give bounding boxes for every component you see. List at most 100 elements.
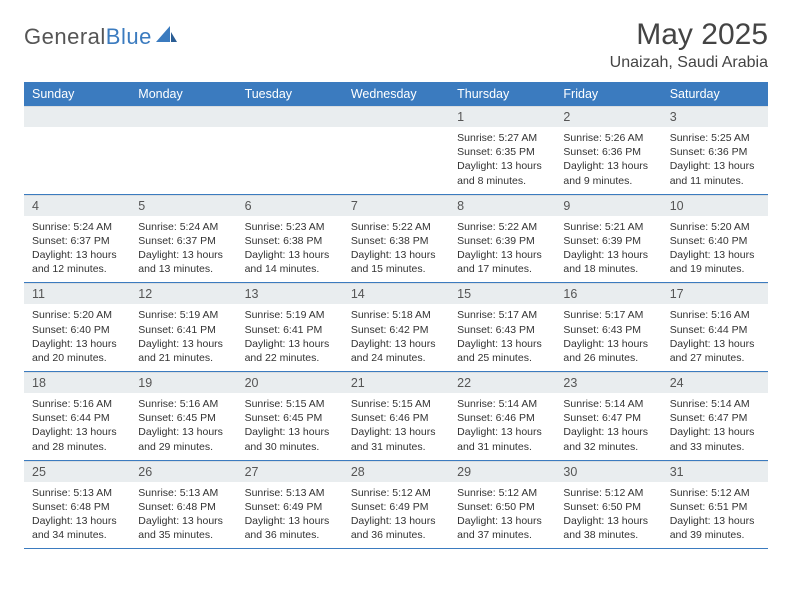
calendar-cell: 11Sunrise: 5:20 AMSunset: 6:40 PMDayligh… bbox=[24, 283, 130, 371]
weekday-thursday: Thursday bbox=[449, 82, 555, 106]
calendar-cell: 7Sunrise: 5:22 AMSunset: 6:38 PMDaylight… bbox=[343, 195, 449, 283]
daylight-text: Daylight: 13 hours and 39 minutes. bbox=[670, 514, 760, 542]
day-details: Sunrise: 5:13 AMSunset: 6:48 PMDaylight:… bbox=[24, 482, 130, 549]
logo-sail-icon bbox=[156, 26, 178, 44]
title-block: May 2025 Unaizah, Saudi Arabia bbox=[610, 18, 768, 72]
sunrise-text: Sunrise: 5:16 AM bbox=[32, 397, 122, 411]
daylight-text: Daylight: 13 hours and 24 minutes. bbox=[351, 337, 441, 365]
daylight-text: Daylight: 13 hours and 19 minutes. bbox=[670, 248, 760, 276]
weekday-monday: Monday bbox=[130, 82, 236, 106]
sunrise-text: Sunrise: 5:22 AM bbox=[457, 220, 547, 234]
day-number bbox=[343, 106, 449, 127]
daylight-text: Daylight: 13 hours and 18 minutes. bbox=[563, 248, 653, 276]
daylight-text: Daylight: 13 hours and 15 minutes. bbox=[351, 248, 441, 276]
day-number: 19 bbox=[130, 372, 236, 393]
sunrise-text: Sunrise: 5:15 AM bbox=[351, 397, 441, 411]
sunrise-text: Sunrise: 5:20 AM bbox=[670, 220, 760, 234]
day-number bbox=[237, 106, 343, 127]
weekday-wednesday: Wednesday bbox=[343, 82, 449, 106]
sunset-text: Sunset: 6:37 PM bbox=[32, 234, 122, 248]
daylight-text: Daylight: 13 hours and 35 minutes. bbox=[138, 514, 228, 542]
daylight-text: Daylight: 13 hours and 26 minutes. bbox=[563, 337, 653, 365]
daylight-text: Daylight: 13 hours and 13 minutes. bbox=[138, 248, 228, 276]
calendar-cell: 13Sunrise: 5:19 AMSunset: 6:41 PMDayligh… bbox=[237, 283, 343, 371]
sunrise-text: Sunrise: 5:18 AM bbox=[351, 308, 441, 322]
day-details: Sunrise: 5:16 AMSunset: 6:45 PMDaylight:… bbox=[130, 393, 236, 460]
day-details bbox=[130, 127, 236, 185]
day-details: Sunrise: 5:15 AMSunset: 6:45 PMDaylight:… bbox=[237, 393, 343, 460]
sunset-text: Sunset: 6:43 PM bbox=[457, 323, 547, 337]
day-details: Sunrise: 5:12 AMSunset: 6:49 PMDaylight:… bbox=[343, 482, 449, 549]
sunset-text: Sunset: 6:45 PM bbox=[138, 411, 228, 425]
day-number: 10 bbox=[662, 195, 768, 216]
calendar-body: 1Sunrise: 5:27 AMSunset: 6:35 PMDaylight… bbox=[24, 106, 768, 549]
calendar-row: 1Sunrise: 5:27 AMSunset: 6:35 PMDaylight… bbox=[24, 106, 768, 195]
day-number: 15 bbox=[449, 283, 555, 304]
calendar-cell: 15Sunrise: 5:17 AMSunset: 6:43 PMDayligh… bbox=[449, 283, 555, 371]
day-number: 13 bbox=[237, 283, 343, 304]
sunset-text: Sunset: 6:50 PM bbox=[563, 500, 653, 514]
logo-word2: Blue bbox=[106, 24, 152, 49]
day-number: 8 bbox=[449, 195, 555, 216]
sunrise-text: Sunrise: 5:24 AM bbox=[138, 220, 228, 234]
daylight-text: Daylight: 13 hours and 30 minutes. bbox=[245, 425, 335, 453]
daylight-text: Daylight: 13 hours and 27 minutes. bbox=[670, 337, 760, 365]
sunset-text: Sunset: 6:44 PM bbox=[670, 323, 760, 337]
logo-text: GeneralBlue bbox=[24, 24, 152, 50]
day-number: 29 bbox=[449, 461, 555, 482]
daylight-text: Daylight: 13 hours and 36 minutes. bbox=[351, 514, 441, 542]
calendar-cell: 19Sunrise: 5:16 AMSunset: 6:45 PMDayligh… bbox=[130, 372, 236, 460]
sunrise-text: Sunrise: 5:14 AM bbox=[670, 397, 760, 411]
sunset-text: Sunset: 6:42 PM bbox=[351, 323, 441, 337]
sunset-text: Sunset: 6:48 PM bbox=[32, 500, 122, 514]
day-details: Sunrise: 5:19 AMSunset: 6:41 PMDaylight:… bbox=[130, 304, 236, 371]
day-details: Sunrise: 5:17 AMSunset: 6:43 PMDaylight:… bbox=[449, 304, 555, 371]
calendar-cell: 6Sunrise: 5:23 AMSunset: 6:38 PMDaylight… bbox=[237, 195, 343, 283]
page-subtitle: Unaizah, Saudi Arabia bbox=[610, 54, 768, 72]
weekday-saturday: Saturday bbox=[662, 82, 768, 106]
day-number: 23 bbox=[555, 372, 661, 393]
day-details: Sunrise: 5:15 AMSunset: 6:46 PMDaylight:… bbox=[343, 393, 449, 460]
calendar-cell: 25Sunrise: 5:13 AMSunset: 6:48 PMDayligh… bbox=[24, 461, 130, 549]
calendar-cell-empty bbox=[343, 106, 449, 194]
sunset-text: Sunset: 6:40 PM bbox=[670, 234, 760, 248]
day-details: Sunrise: 5:24 AMSunset: 6:37 PMDaylight:… bbox=[24, 216, 130, 283]
day-number: 3 bbox=[662, 106, 768, 127]
sunrise-text: Sunrise: 5:26 AM bbox=[563, 131, 653, 145]
calendar: Sunday Monday Tuesday Wednesday Thursday… bbox=[24, 82, 768, 549]
calendar-cell: 17Sunrise: 5:16 AMSunset: 6:44 PMDayligh… bbox=[662, 283, 768, 371]
calendar-cell: 18Sunrise: 5:16 AMSunset: 6:44 PMDayligh… bbox=[24, 372, 130, 460]
weekday-friday: Friday bbox=[555, 82, 661, 106]
sunset-text: Sunset: 6:51 PM bbox=[670, 500, 760, 514]
calendar-cell: 30Sunrise: 5:12 AMSunset: 6:50 PMDayligh… bbox=[555, 461, 661, 549]
sunrise-text: Sunrise: 5:22 AM bbox=[351, 220, 441, 234]
day-number: 9 bbox=[555, 195, 661, 216]
day-details: Sunrise: 5:12 AMSunset: 6:50 PMDaylight:… bbox=[449, 482, 555, 549]
sunset-text: Sunset: 6:37 PM bbox=[138, 234, 228, 248]
calendar-row: 11Sunrise: 5:20 AMSunset: 6:40 PMDayligh… bbox=[24, 283, 768, 372]
sunrise-text: Sunrise: 5:13 AM bbox=[138, 486, 228, 500]
sunrise-text: Sunrise: 5:25 AM bbox=[670, 131, 760, 145]
calendar-cell: 22Sunrise: 5:14 AMSunset: 6:46 PMDayligh… bbox=[449, 372, 555, 460]
day-number: 27 bbox=[237, 461, 343, 482]
sunrise-text: Sunrise: 5:15 AM bbox=[245, 397, 335, 411]
page-title: May 2025 bbox=[610, 18, 768, 52]
sunset-text: Sunset: 6:39 PM bbox=[457, 234, 547, 248]
sunrise-text: Sunrise: 5:12 AM bbox=[670, 486, 760, 500]
day-details: Sunrise: 5:13 AMSunset: 6:49 PMDaylight:… bbox=[237, 482, 343, 549]
daylight-text: Daylight: 13 hours and 33 minutes. bbox=[670, 425, 760, 453]
calendar-cell: 3Sunrise: 5:25 AMSunset: 6:36 PMDaylight… bbox=[662, 106, 768, 194]
day-details: Sunrise: 5:23 AMSunset: 6:38 PMDaylight:… bbox=[237, 216, 343, 283]
calendar-row: 25Sunrise: 5:13 AMSunset: 6:48 PMDayligh… bbox=[24, 461, 768, 550]
daylight-text: Daylight: 13 hours and 17 minutes. bbox=[457, 248, 547, 276]
calendar-cell: 27Sunrise: 5:13 AMSunset: 6:49 PMDayligh… bbox=[237, 461, 343, 549]
calendar-cell: 29Sunrise: 5:12 AMSunset: 6:50 PMDayligh… bbox=[449, 461, 555, 549]
day-number: 30 bbox=[555, 461, 661, 482]
calendar-cell: 28Sunrise: 5:12 AMSunset: 6:49 PMDayligh… bbox=[343, 461, 449, 549]
calendar-cell: 1Sunrise: 5:27 AMSunset: 6:35 PMDaylight… bbox=[449, 106, 555, 194]
day-details: Sunrise: 5:27 AMSunset: 6:35 PMDaylight:… bbox=[449, 127, 555, 194]
sunset-text: Sunset: 6:41 PM bbox=[245, 323, 335, 337]
sunrise-text: Sunrise: 5:12 AM bbox=[563, 486, 653, 500]
day-number: 31 bbox=[662, 461, 768, 482]
sunset-text: Sunset: 6:46 PM bbox=[457, 411, 547, 425]
